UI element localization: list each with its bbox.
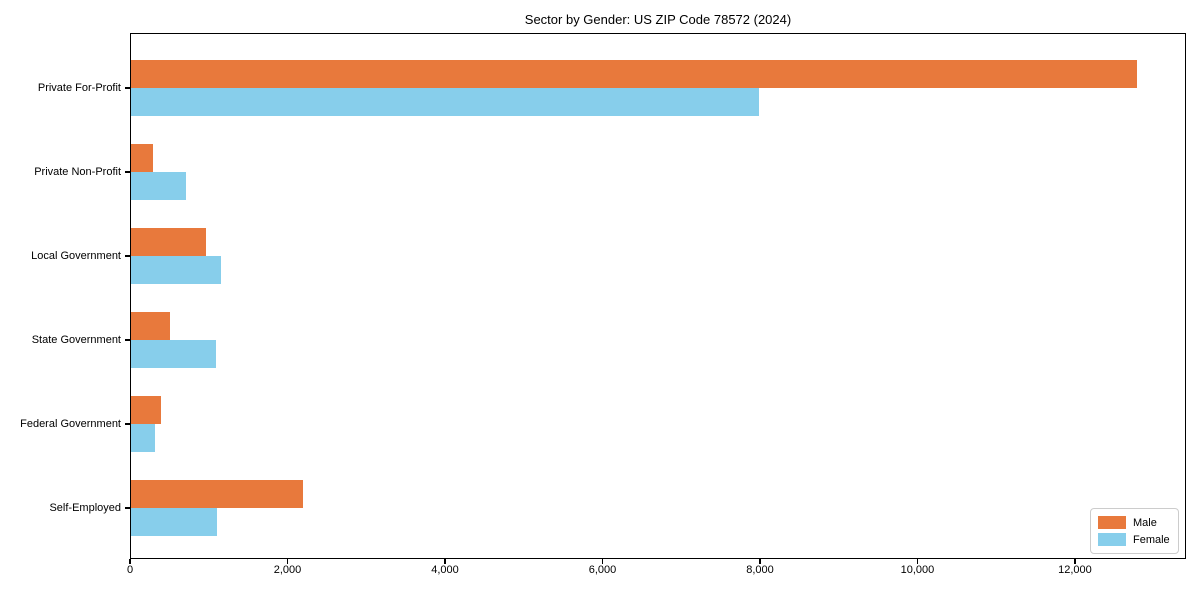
y-axis-label-federal-government: Federal Government xyxy=(20,418,121,430)
legend-swatch-female xyxy=(1098,533,1126,546)
x-axis-tick-label: 0 xyxy=(126,564,134,576)
legend-entry-female: Female xyxy=(1098,533,1178,546)
bar-female-private-for-profit xyxy=(131,88,759,116)
x-axis-tick-label: 10,000 xyxy=(900,564,935,576)
bar-female-self-employed xyxy=(131,508,217,536)
y-axis-tick xyxy=(125,171,130,173)
bar-male-private-non-profit xyxy=(131,144,153,172)
bar-male-local-government xyxy=(131,228,206,256)
bar-female-state-government xyxy=(131,340,216,368)
x-axis-tick xyxy=(129,559,131,564)
bar-male-self-employed xyxy=(131,480,303,508)
x-axis-tick-label: 2,000 xyxy=(273,564,302,576)
plot-area xyxy=(130,33,1186,559)
legend-swatch-male xyxy=(1098,516,1126,529)
x-axis-tick-label: 4,000 xyxy=(431,564,459,576)
chart-title: Sector by Gender: US ZIP Code 78572 (202… xyxy=(524,12,792,27)
bar-male-federal-government xyxy=(131,396,161,424)
bar-female-private-non-profit xyxy=(131,172,186,200)
bar-female-local-government xyxy=(131,256,221,284)
x-axis-tick-label: 8,000 xyxy=(746,564,774,576)
y-axis-tick xyxy=(125,87,130,89)
legend: Male Female xyxy=(1090,508,1179,554)
y-axis-tick xyxy=(125,423,130,425)
y-axis-label-self-employed: Self-Employed xyxy=(49,502,121,514)
x-axis-tick xyxy=(759,559,761,564)
legend-label-male: Male xyxy=(1133,516,1157,529)
x-axis-tick-label: 6,000 xyxy=(588,564,617,576)
x-axis-tick xyxy=(1074,559,1076,564)
y-axis-label-private-non-profit: Private Non-Profit xyxy=(34,166,121,178)
y-axis-label-state-government: State Government xyxy=(31,334,121,346)
legend-label-female: Female xyxy=(1133,533,1170,546)
x-axis-tick xyxy=(286,559,289,564)
y-axis-label-local-government: Local Government xyxy=(31,250,121,262)
y-axis-label-private-for-profit: Private For-Profit xyxy=(37,82,121,94)
bar-male-private-for-profit xyxy=(131,60,1137,88)
x-axis-tick-label: 12,000 xyxy=(1058,564,1092,576)
x-axis-tick xyxy=(916,559,919,564)
y-axis-tick xyxy=(125,507,130,509)
bar-female-federal-government xyxy=(131,424,155,452)
y-axis-tick xyxy=(125,255,130,257)
y-axis-tick xyxy=(125,339,130,341)
x-axis-tick xyxy=(601,559,604,564)
x-axis-tick xyxy=(444,559,446,564)
legend-entry-male: Male xyxy=(1098,516,1178,529)
bar-male-state-government xyxy=(131,312,170,340)
